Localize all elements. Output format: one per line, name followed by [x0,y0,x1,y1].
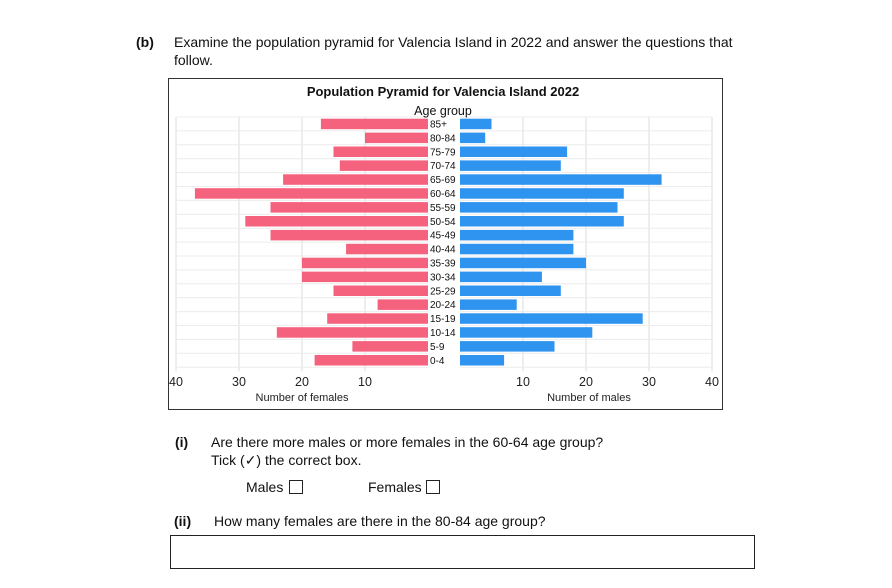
female-bar [283,174,428,185]
male-bar [460,118,492,130]
female-bar [270,229,428,241]
subquestion-i-label: (i) [175,434,189,450]
male-bar [460,160,561,171]
tick-label-right: 30 [642,375,656,389]
age-group-label: 60-64 [430,189,456,200]
tick-label-right: 40 [705,375,719,389]
age-group-label: 25-29 [430,286,456,297]
age-group-label: 70-74 [430,161,456,172]
female-bar [320,118,428,130]
female-bar [333,146,428,157]
age-group-label: 15-19 [430,314,456,325]
female-bar [302,257,428,269]
question-intro-line1: Examine the population pyramid for Valen… [174,34,733,50]
female-bar [339,160,428,171]
question-intro-line2: follow. [174,52,213,68]
males-checkbox[interactable] [289,480,303,494]
subquestion-i-text-line1: Are there more males or more females in … [211,434,604,450]
chart-labels: 85+ 80-84 75-79 70-74 65-69 60-64 55-59 50-54 45… [169,119,719,389]
male-bar [460,257,586,269]
females-checkbox[interactable] [426,480,440,494]
female-bar [365,132,428,144]
male-bar [460,132,486,144]
male-bar [460,355,505,366]
female-bar [302,271,428,283]
male-bar [460,146,568,157]
age-group-label: 55-59 [430,203,456,214]
male-bar [460,299,517,310]
age-group-label: 5-9 [430,342,445,353]
male-bar [460,229,574,241]
tick-label-right: 20 [579,375,593,389]
population-pyramid-chart: 85+ 80-84 75-79 70-74 65-69 60-64 55-59 50-54 45… [168,78,723,410]
males-option-label: Males [246,479,284,495]
age-group-label: 40-44 [430,245,456,256]
age-group-label: 30-34 [430,272,456,283]
female-bar [270,202,428,213]
female-bar [333,285,428,296]
chart-svg: 85+ 80-84 75-79 70-74 65-69 60-64 55-59 50-54 45… [169,84,719,404]
male-bar [460,341,555,352]
subquestion-ii-label: (ii) [174,513,192,529]
subquestion-ii-text: How many females are there in the 80-84 … [214,513,546,529]
male-bar [460,327,593,338]
age-group-label: 20-24 [430,300,456,311]
age-group-label: 80-84 [430,133,456,144]
male-bar [460,243,574,255]
chart-title: Population Pyramid for Valencia Island 2… [307,84,579,99]
females-option-label: Females [368,479,422,495]
male-bar [460,285,561,296]
age-group-label: 65-69 [430,175,456,186]
female-bar [194,188,428,199]
tick-label-left: 40 [169,375,183,389]
x-axis-label-males: Number of males [547,392,631,404]
tick-label-left: 30 [232,375,246,389]
male-bar [460,188,624,199]
x-axis-label-females: Number of females [256,392,349,404]
tick-label-left: 20 [295,375,309,389]
female-bar [327,313,428,324]
age-group-axis-label: Age group [414,104,472,118]
female-bar [352,341,428,352]
female-bar [346,243,428,255]
subquestion-i-text-line2: Tick (✓) the correct box. [211,452,362,468]
age-group-label: 85+ [430,119,447,130]
chart-grid [175,116,713,372]
age-group-label: 35-39 [430,258,456,269]
age-group-label: 45-49 [430,231,456,242]
tick-label-left: 10 [358,375,372,389]
female-bar [245,216,428,227]
male-bar [460,174,662,185]
female-bar [276,327,428,338]
male-bar [460,216,624,227]
part-label: (b) [136,34,154,50]
female-bar [377,299,428,310]
male-bar [460,271,542,283]
answer-input-box[interactable] [170,535,755,569]
male-bar [460,313,643,324]
chart-bars [194,118,662,366]
male-bar [460,202,618,213]
female-bar [314,355,428,366]
age-group-label: 50-54 [430,217,456,228]
age-group-label: 0-4 [430,356,445,367]
age-group-label: 10-14 [430,328,456,339]
tick-label-right: 10 [516,375,530,389]
age-group-label: 75-79 [430,147,456,158]
